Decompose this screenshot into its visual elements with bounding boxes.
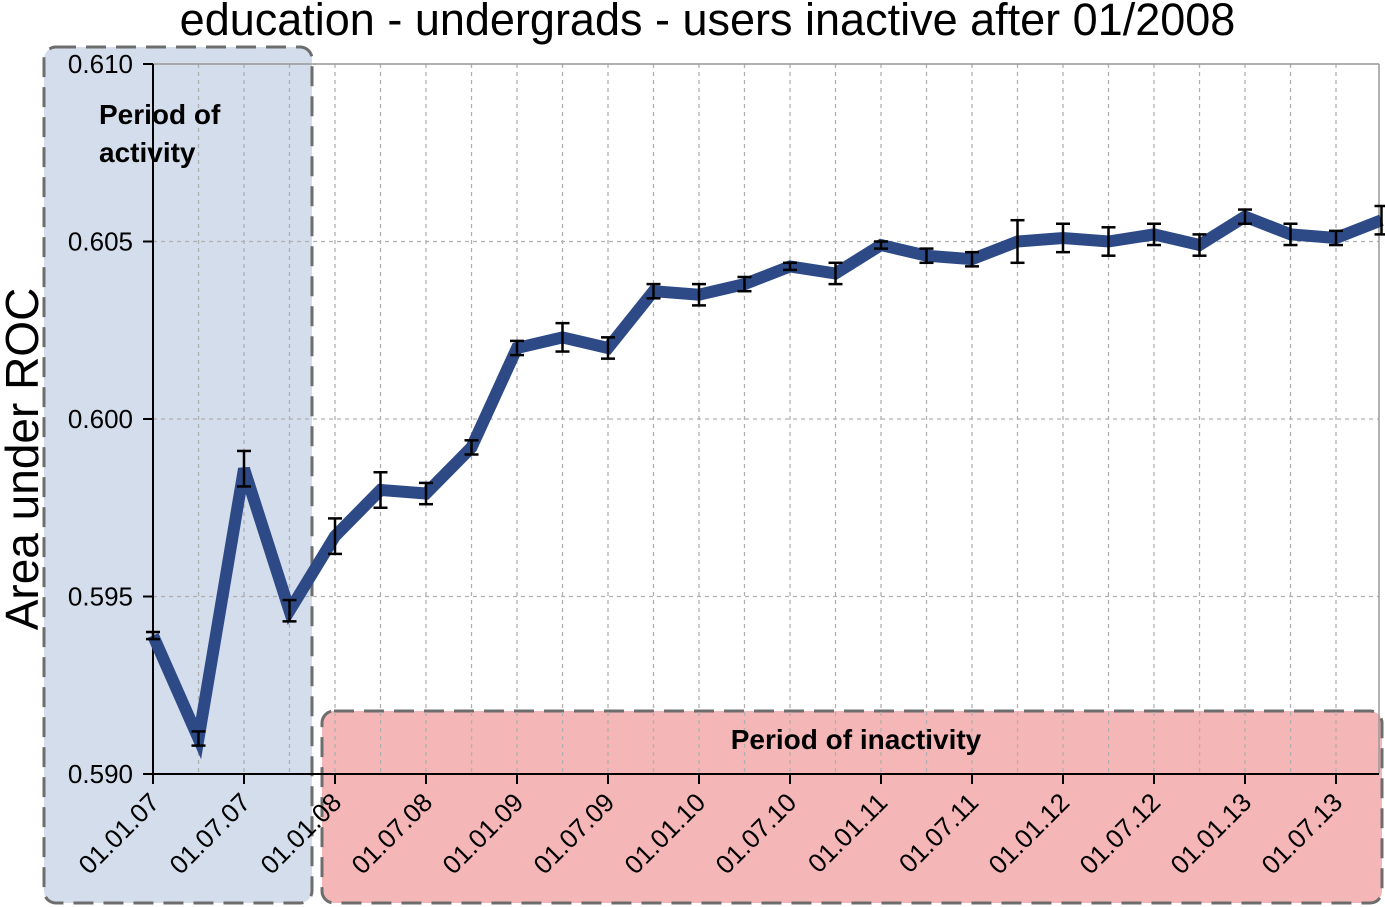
activity-period-region xyxy=(42,45,314,905)
y-tick-label: 0.605 xyxy=(68,227,133,257)
y-tick-label: 0.590 xyxy=(68,759,133,789)
series-line xyxy=(147,209,1384,760)
y-tick-label: 0.610 xyxy=(68,49,133,79)
chart-title: education - undergrads - users inactive … xyxy=(179,0,1236,45)
y-tick-label: 0.595 xyxy=(68,582,133,612)
inactivity-region-label: Period of inactivity xyxy=(731,724,982,755)
y-axis-label: Area under ROC xyxy=(0,288,48,631)
y-tick-label: 0.600 xyxy=(68,404,133,434)
inactivity-period-region xyxy=(320,709,1384,905)
activity-region-label: Period of activity xyxy=(99,99,221,168)
activity-region-label-line: activity xyxy=(99,137,196,168)
activity-region-label-line: Period of xyxy=(99,99,221,130)
